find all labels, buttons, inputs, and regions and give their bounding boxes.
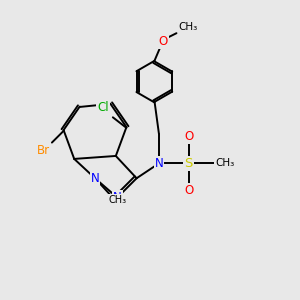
Text: N: N [113,191,122,204]
Text: N: N [91,172,99,185]
Text: CH₃: CH₃ [215,158,235,168]
Text: CH₃: CH₃ [179,22,198,32]
Text: N: N [154,157,163,170]
Text: CH₃: CH₃ [109,195,127,205]
Text: O: O [184,130,193,143]
Text: S: S [184,157,193,170]
Text: O: O [184,184,193,196]
Text: Cl: Cl [97,101,109,114]
Text: Br: Br [37,144,50,157]
Text: O: O [159,35,168,48]
